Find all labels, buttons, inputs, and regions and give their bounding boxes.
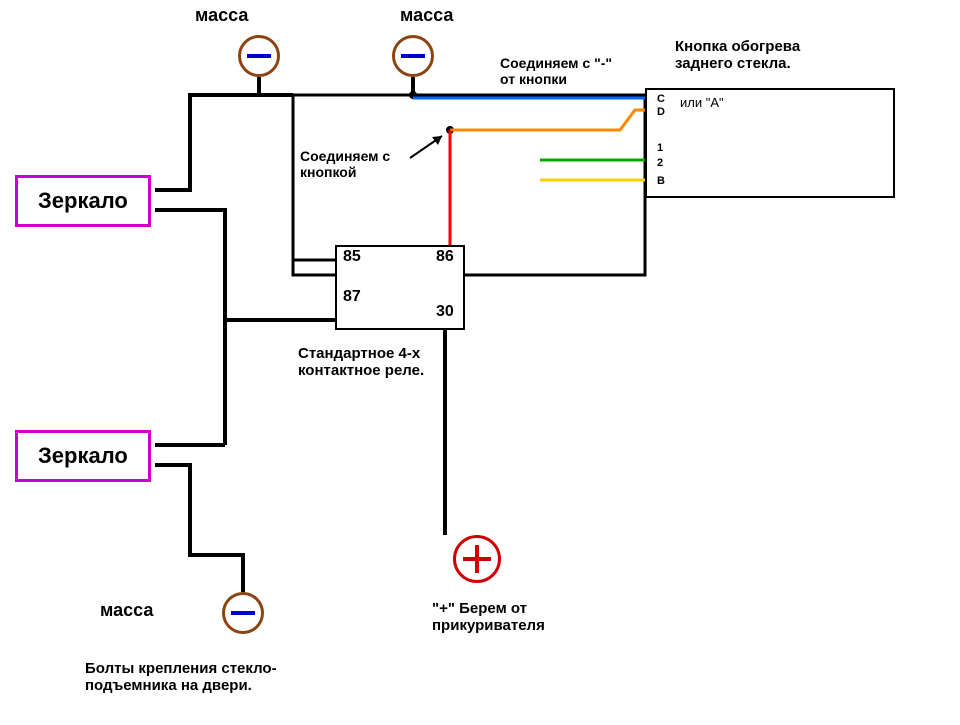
plus-icon [463,545,491,573]
massa-label-3: масса [100,600,153,621]
arrow-head [432,136,442,145]
minus-icon [247,54,271,58]
connect-minus-label: Соединяем с "-" от кнопки [500,55,612,87]
wire-orange [450,110,645,130]
ground-3 [222,592,264,634]
ground-1 [238,35,280,77]
arrow-shaft [410,136,442,158]
wire-mirror2-bot [155,465,243,592]
node-ground2 [409,91,417,99]
ground-2 [392,35,434,77]
plus-source-label: "+" Берем от прикуривателя [432,600,545,634]
mirror-2-label: Зеркало [38,443,128,468]
heater-button-label: Кнопка обогрева заднего стекла. [675,38,800,72]
connect-button-label: Соединяем с кнопкой [300,148,390,180]
pin-c-label: C [657,93,665,105]
massa-label-2: масса [400,5,453,26]
relay-86-label: 86 [436,248,454,266]
pin-b-label: B [657,175,665,187]
wire-mirror1-top [155,95,293,190]
minus-icon [231,611,255,615]
minus-icon [401,54,425,58]
wire-mirror1-bot [155,210,225,320]
pin-2-label: 2 [657,157,663,169]
pin-1-label: 1 [657,142,663,154]
relay-87-label: 87 [343,288,361,306]
plus-terminal [453,535,501,583]
mirror-1-label: Зеркало [38,188,128,213]
pin-d-label: D [657,106,665,118]
relay-30-label: 30 [436,303,454,321]
or-a-label: или "А" [680,95,724,110]
mirror-1-box: Зеркало [15,175,151,227]
bolts-label: Болты крепления стекло- подъемника на дв… [85,660,277,694]
node-orange [446,126,454,134]
relay-desc-label: Стандартное 4-х контактное реле. [298,345,424,379]
mirror-2-box: Зеркало [15,430,151,482]
relay-85-label: 85 [343,248,361,266]
massa-label-1: масса [195,5,248,26]
